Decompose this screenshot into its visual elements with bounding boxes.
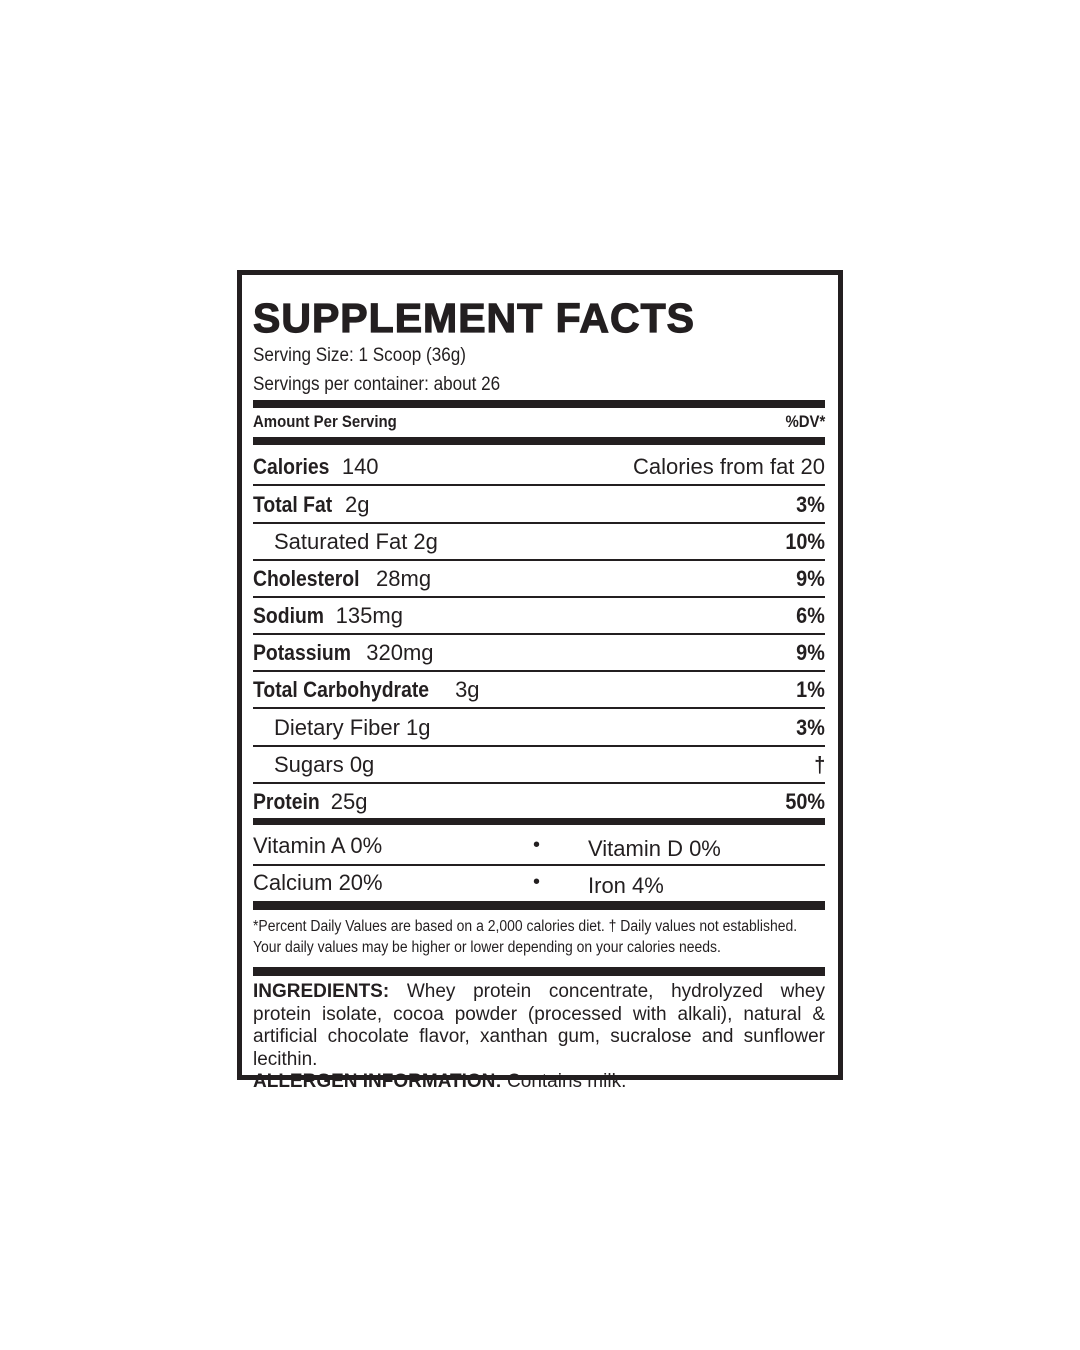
divider: [253, 818, 825, 825]
supplement-facts-panel: SUPPLEMENT FACTS Serving Size: 1 Scoop (…: [237, 270, 843, 1092]
nutrient-amount: 320mg: [366, 640, 434, 665]
footnote-line: *Percent Daily Values are based on a 2,0…: [253, 918, 798, 935]
divider: [253, 901, 825, 910]
divider: [253, 400, 825, 408]
allergen-text: Contains milk.: [501, 1071, 627, 1092]
ingredients-label: INGREDIENTS:: [253, 981, 390, 1002]
nutrient-row: Sugars 0g †: [253, 746, 825, 783]
vitamin-right: Vitamin D 0%: [588, 836, 721, 861]
nutrient-dv: 10%: [785, 529, 825, 554]
calories-row: Calories 140 Calories from fat 20: [253, 448, 825, 485]
allergen-label: ALLERGEN INFORMATION:: [253, 1071, 502, 1092]
nutrient-dv: †: [813, 752, 825, 777]
ingredients-block: INGREDIENTS: Whey protein concentrate, h…: [253, 981, 825, 1094]
nutrient-row: Dietary Fiber 1g 3%: [253, 709, 825, 746]
nutrient-name: Total Fat: [253, 492, 333, 517]
vitamin-row: Calcium 20% • Iron 4%: [253, 864, 825, 901]
nutrient-name: Sodium: [253, 603, 324, 628]
nutrient-row: Total Carbohydrate 3g 1%: [253, 671, 825, 708]
nutrient-row: Saturated Fat 2g 10%: [253, 523, 825, 560]
divider: [253, 967, 825, 976]
bullet: •: [533, 871, 541, 893]
calories-from-fat: Calories from fat 20: [633, 454, 825, 479]
serving-size: Serving Size: 1 Scoop (36g): [253, 345, 466, 366]
divider: [253, 437, 825, 445]
nutrient-name: Potassium: [253, 640, 351, 665]
vitamin-left: Vitamin A 0%: [253, 833, 383, 858]
servings-per-container: Servings per container: about 26: [253, 374, 501, 395]
nutrient-amount: 25g: [330, 789, 368, 814]
nutrient-row: Protein 25g 50%: [253, 783, 825, 820]
nutrient-row: Cholesterol 28mg 9%: [253, 560, 825, 597]
nutrient-name: Cholesterol: [253, 566, 360, 591]
calories-label: Calories: [253, 454, 330, 479]
nutrient-name: Dietary Fiber 1g: [274, 715, 431, 740]
nutrient-row: Sodium 135mg 6%: [253, 597, 825, 634]
bullet: •: [533, 834, 541, 856]
amount-per-serving: Amount Per Serving: [253, 412, 397, 431]
calories-value: 140: [341, 454, 379, 479]
nutrient-amount: 3g: [455, 677, 480, 702]
dv-header: %DV*: [785, 412, 825, 431]
nutrient-dv: 1%: [796, 677, 825, 702]
nutrient-name: Total Carbohydrate: [253, 677, 430, 702]
nutrient-dv: 3%: [796, 492, 825, 517]
nutrient-dv: 50%: [785, 789, 825, 814]
nutrient-name: Sugars 0g: [274, 752, 375, 777]
ingredients-text: Whey protein concentrate, hydrolyzed whe…: [253, 981, 825, 1070]
nutrient-dv: 9%: [796, 566, 825, 591]
vitamin-right: Iron 4%: [588, 873, 664, 898]
nutrient-dv: 6%: [796, 603, 825, 628]
panel-title: SUPPLEMENT FACTS: [252, 294, 695, 341]
footnote-line: Your daily values may be higher or lower…: [253, 939, 721, 956]
nutrient-dv: 9%: [796, 640, 825, 665]
nutrient-dv: 3%: [796, 715, 825, 740]
nutrient-name: Protein: [253, 789, 320, 814]
nutrient-row: Total Fat 2g 3%: [253, 486, 825, 523]
vitamin-left: Calcium 20%: [253, 870, 383, 895]
nutrient-name: Saturated Fat 2g: [274, 529, 438, 554]
nutrient-amount: 135mg: [335, 603, 403, 628]
nutrient-amount: 28mg: [376, 566, 432, 591]
nutrient-row: Potassium 320mg 9%: [253, 634, 825, 671]
vitamin-row: Vitamin A 0% • Vitamin D 0%: [253, 827, 825, 864]
nutrient-amount: 2g: [345, 492, 370, 517]
